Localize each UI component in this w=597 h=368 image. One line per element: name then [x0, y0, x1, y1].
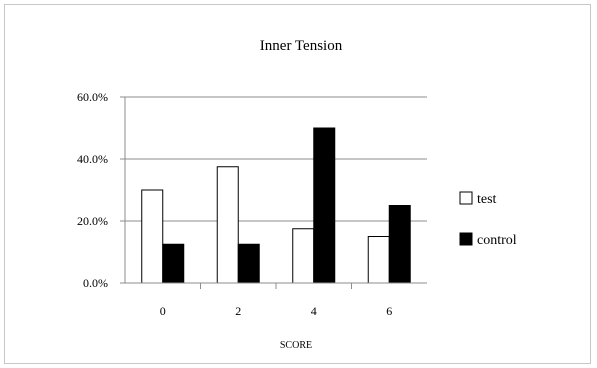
chart-title: Inner Tension [260, 38, 343, 54]
y-tick-label: 60.0% [77, 90, 108, 104]
bar-control-6 [388, 205, 411, 284]
gridlines [125, 96, 427, 222]
legend: test control [459, 191, 517, 248]
x-tick-label: 4 [311, 304, 317, 318]
bar-control-2 [237, 243, 260, 284]
y-tick-label: 0.0% [83, 276, 108, 290]
legend-label-control: control [477, 233, 517, 248]
legend-swatch-control [459, 232, 473, 246]
y-axis-ticks: 0.0% 20.0% 40.0% 60.0% [77, 90, 125, 290]
bars [141, 127, 411, 284]
legend-label-test: test [477, 192, 497, 207]
legend-swatch-test [459, 191, 473, 205]
bar-control-4 [313, 127, 336, 284]
bar-test-2 [216, 166, 239, 284]
x-tick-label: 2 [235, 304, 241, 318]
x-tick-label: 6 [386, 304, 392, 318]
y-tick-label: 40.0% [77, 152, 108, 166]
x-axis-ticks: 0 2 4 6 [160, 283, 392, 318]
bar-test-4 [292, 228, 315, 284]
x-tick-label: 0 [160, 304, 166, 318]
bar-control-0 [162, 243, 185, 284]
bar-test-0 [141, 189, 164, 284]
chart-frame [4, 4, 591, 364]
x-axis-label: SCORE [280, 340, 312, 351]
bar-test-6 [367, 236, 390, 284]
y-tick-label: 20.0% [77, 214, 108, 228]
